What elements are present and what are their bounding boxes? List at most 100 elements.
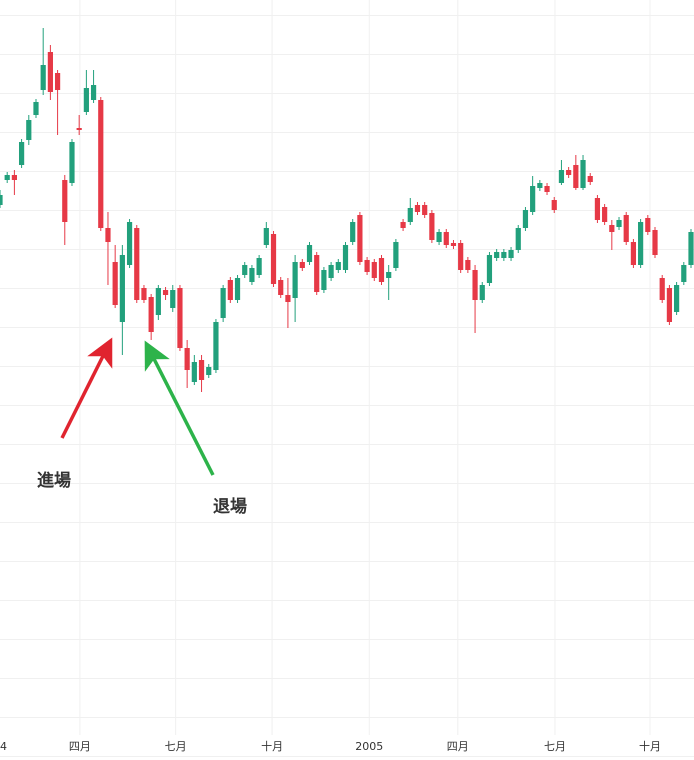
candle-body — [321, 270, 327, 290]
candle-body — [126, 222, 133, 265]
candle-body — [33, 102, 39, 115]
candle-body — [314, 255, 320, 292]
candle-body — [62, 180, 68, 222]
candle-body — [623, 215, 629, 242]
candle-body — [393, 242, 399, 268]
candle-body — [436, 232, 442, 242]
candle-body — [357, 215, 363, 262]
candle-body — [486, 255, 493, 283]
candle-body — [4, 175, 10, 180]
candle-body — [306, 245, 313, 262]
candle-body — [227, 280, 233, 300]
candle-body — [328, 265, 334, 278]
x-tick-label: 七月 — [165, 740, 187, 753]
candle-body — [638, 222, 644, 265]
candle-body — [515, 228, 521, 250]
candle-body — [256, 258, 262, 275]
candle-body — [566, 170, 572, 175]
candle-body — [285, 295, 291, 302]
candle-body — [263, 228, 269, 245]
candle-body — [141, 288, 147, 300]
candle-body — [537, 183, 543, 188]
candle-body — [198, 360, 205, 380]
entry-label: 進場 — [37, 471, 71, 491]
candle-body — [530, 186, 536, 212]
candle-body — [587, 176, 593, 182]
candle-body — [90, 85, 97, 100]
candle-body — [134, 228, 140, 300]
candle-body — [386, 272, 392, 278]
candle-body — [270, 234, 277, 284]
candle-body — [350, 222, 356, 242]
candle-body — [450, 243, 457, 246]
candle-body — [407, 208, 413, 222]
candle-body — [242, 265, 248, 275]
candle-body — [148, 297, 154, 332]
candle-body — [47, 52, 53, 92]
x-tick-label: 七月 — [544, 740, 566, 753]
candle-body — [458, 243, 464, 270]
x-tick-label: 4 — [0, 740, 7, 753]
candle-body — [659, 278, 665, 300]
candle-body — [501, 252, 507, 258]
candle-body — [0, 195, 3, 205]
candle-body — [666, 288, 673, 322]
candle-body — [184, 348, 190, 370]
candle-body — [522, 210, 529, 228]
candle-body — [616, 220, 622, 227]
candle-body — [83, 88, 89, 112]
candle-body — [465, 260, 471, 270]
candle-body — [645, 218, 651, 232]
candle-body — [292, 262, 298, 298]
candle-body — [155, 288, 161, 315]
candle-body — [551, 200, 557, 210]
x-tick-label: 十月 — [639, 739, 661, 753]
candle-body — [11, 175, 17, 180]
candle-body — [234, 278, 241, 300]
candle-body — [54, 73, 61, 90]
candle-body — [508, 250, 514, 258]
candle-body — [191, 362, 197, 382]
candle-body — [213, 322, 219, 370]
entry-arrow — [60, 337, 113, 439]
candle-body — [422, 205, 428, 215]
candle-body — [170, 290, 176, 308]
x-tick-label: 2005 — [355, 740, 383, 753]
candle-body — [206, 367, 212, 375]
candle-body — [76, 128, 82, 130]
candle-body — [609, 225, 615, 232]
candle-body — [177, 288, 183, 348]
candle-body — [26, 120, 32, 140]
candle-body — [278, 280, 284, 295]
candle-body — [335, 262, 341, 270]
candle-body — [594, 198, 601, 220]
candle-body — [544, 186, 550, 192]
candle-body — [162, 290, 169, 295]
candle-body — [652, 230, 658, 255]
candle-body — [69, 142, 75, 183]
candle-body — [98, 100, 104, 228]
candle-body — [494, 252, 500, 258]
candle-body — [364, 260, 370, 272]
candle-body — [119, 255, 125, 322]
candle-body — [400, 222, 406, 228]
candle-body — [220, 288, 226, 318]
candle-body — [112, 262, 118, 305]
candle-body — [558, 170, 565, 183]
candle-body — [299, 262, 305, 268]
candle-body — [479, 285, 485, 300]
exit-label: 退場 — [213, 497, 247, 517]
candle-body — [414, 205, 421, 212]
candle-body — [472, 270, 478, 300]
x-tick-label: 四月 — [447, 740, 469, 753]
candle-body — [674, 285, 680, 312]
candle-body — [105, 228, 111, 242]
candle-body — [688, 232, 694, 265]
candle-body — [630, 242, 637, 265]
exit-arrow — [144, 340, 215, 476]
candle-body — [681, 265, 687, 282]
candle-body — [602, 207, 608, 222]
candle-body — [429, 213, 435, 240]
